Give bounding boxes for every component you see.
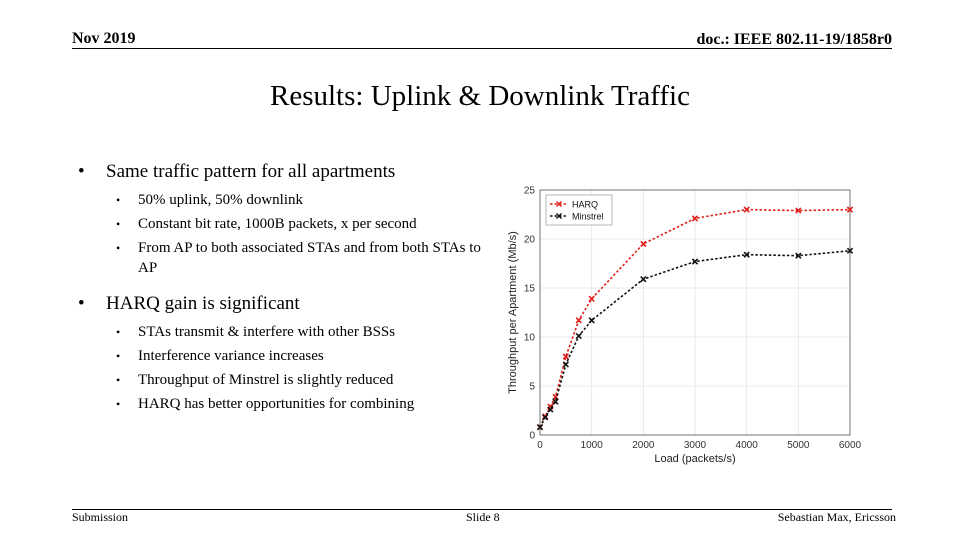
data-point-minstrel bbox=[575, 332, 582, 340]
y-tick-label: 5 bbox=[529, 382, 535, 393]
data-point-harq bbox=[743, 206, 750, 213]
bullet-list: • Same traffic pattern for all apartment… bbox=[74, 160, 494, 418]
x-tick-label: 3000 bbox=[684, 440, 707, 451]
sub-bullet: • Throughput of Minstrel is slightly redu… bbox=[74, 370, 494, 390]
sub-bullet: • 50% uplink, 50% downlink bbox=[74, 190, 494, 210]
footer-slide-number: Slide 8 bbox=[466, 510, 500, 524]
x-tick-label: 2000 bbox=[632, 440, 655, 451]
header-rule bbox=[72, 48, 892, 49]
y-axis-label: Throughput per Apartment (Mb/s) bbox=[507, 231, 519, 394]
sub-bullet-text: HARQ has better opportunities for combin… bbox=[138, 396, 415, 412]
data-point-minstrel bbox=[536, 423, 544, 431]
plot-frame bbox=[539, 189, 851, 436]
data-point-minstrel bbox=[640, 276, 647, 283]
sub-bullet-dot-icon: • bbox=[116, 397, 121, 411]
bullet-dot-icon: • bbox=[78, 161, 85, 182]
footer-author: Sebastian Max, Ericsson bbox=[777, 510, 896, 524]
throughput-chart: 0 5 10 15 20 25 0 1000 2000 3000 4000 5000 6000 Load … bbox=[507, 186, 862, 466]
bullet-harq-gain: • HARQ gain is significant bbox=[74, 292, 494, 316]
data-point-harq bbox=[795, 207, 802, 214]
x-tick-label: 4000 bbox=[736, 440, 759, 451]
sub-bullet: • HARQ has better opportunities for combi… bbox=[74, 394, 494, 414]
data-point-minstrel bbox=[542, 414, 549, 421]
data-point-minstrel bbox=[743, 251, 750, 258]
sub-bullet-text: From AP to both associated STAs and from… bbox=[138, 240, 481, 276]
sub-bullet-list: • STAs transmit & interfere with other BS… bbox=[74, 322, 494, 414]
x-tick-label: 0 bbox=[537, 440, 543, 451]
legend-box bbox=[545, 194, 613, 226]
data-point-harq bbox=[575, 317, 582, 324]
sub-bullet-text: STAs transmit & interfere with other BSS… bbox=[138, 324, 396, 340]
sub-bullet-list: • 50% uplink, 50% downlink • Constant bit … bbox=[74, 190, 494, 278]
bullet-traffic-pattern: • Same traffic pattern for all apartment… bbox=[74, 160, 494, 184]
sub-bullet: • Constant bit rate, 1000B packets, x per… bbox=[74, 214, 494, 234]
footer-submission: Submission bbox=[72, 510, 129, 524]
bullet-dot-icon: • bbox=[78, 293, 85, 314]
sub-bullet-dot-icon: • bbox=[116, 241, 121, 255]
bullet-text: HARQ gain is significant bbox=[106, 293, 300, 314]
x-tick-label: 5000 bbox=[787, 440, 810, 451]
slide-title: Results: Uplink & Downlink Traffic bbox=[270, 80, 690, 112]
data-point-harq bbox=[640, 240, 647, 248]
sub-bullet-text: 50% uplink, 50% downlink bbox=[138, 192, 303, 208]
header-date: Nov 2019 bbox=[72, 30, 136, 47]
sub-bullet-text: Constant bit rate, 1000B packets, x per … bbox=[138, 216, 417, 232]
data-point-harq bbox=[691, 215, 699, 222]
series-line-harq bbox=[539, 208, 851, 428]
data-point-minstrel bbox=[552, 398, 559, 405]
data-point-harq bbox=[846, 206, 854, 213]
data-point-minstrel bbox=[562, 361, 569, 368]
bullet-text: Same traffic pattern for all apartments bbox=[106, 161, 396, 182]
legend-label-harq: HARQ bbox=[572, 200, 598, 210]
x-tick-label: 1000 bbox=[581, 440, 604, 451]
data-point-minstrel bbox=[795, 252, 802, 259]
y-tick-label: 10 bbox=[524, 333, 536, 344]
sub-bullet-dot-icon: • bbox=[116, 349, 121, 363]
sub-bullet-dot-icon: • bbox=[116, 217, 121, 231]
data-point-minstrel bbox=[846, 247, 854, 254]
data-point-harq bbox=[588, 295, 595, 302]
footer-rule bbox=[72, 509, 892, 510]
y-tick-label: 25 bbox=[524, 186, 536, 197]
data-point-minstrel bbox=[691, 258, 699, 265]
y-tick-label: 20 bbox=[524, 235, 536, 246]
sub-bullet-dot-icon: • bbox=[116, 325, 121, 339]
sub-bullet-text: Throughput of Minstrel is slightly reduc… bbox=[138, 372, 394, 388]
sub-bullet-text: Interference variance increases bbox=[138, 348, 324, 364]
sub-bullet: • STAs transmit & interfere with other BS… bbox=[74, 322, 494, 342]
y-tick-label: 0 bbox=[529, 431, 535, 442]
header-doc-id: doc.: IEEE 802.11-19/1858r0 bbox=[696, 31, 892, 48]
data-point-minstrel bbox=[588, 317, 595, 324]
sub-bullet: • From AP to both associated STAs and fro… bbox=[74, 238, 494, 278]
data-point-minstrel bbox=[547, 406, 554, 413]
x-axis-label: Load (packets/s) bbox=[654, 453, 735, 465]
data-point-harq bbox=[562, 353, 569, 360]
legend-label-minstrel: Minstrel bbox=[572, 212, 604, 222]
legend-marker-minstrel bbox=[555, 212, 563, 220]
legend-marker-harq bbox=[555, 200, 563, 208]
y-tick-label: 15 bbox=[524, 284, 536, 295]
sub-bullet-dot-icon: • bbox=[116, 193, 121, 207]
x-tick-label: 6000 bbox=[839, 440, 862, 451]
sub-bullet-dot-icon: • bbox=[116, 373, 121, 387]
sub-bullet: • Interference variance increases bbox=[74, 346, 494, 366]
